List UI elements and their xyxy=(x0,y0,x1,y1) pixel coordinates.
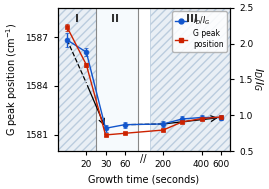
Bar xyxy=(150,8,230,151)
X-axis label: Growth time (seconds): Growth time (seconds) xyxy=(89,175,200,185)
Text: III: III xyxy=(186,14,198,24)
Bar xyxy=(150,8,230,151)
Bar xyxy=(58,8,96,151)
Text: //: // xyxy=(140,154,146,164)
Bar xyxy=(96,8,138,151)
Bar xyxy=(58,8,96,151)
Text: II: II xyxy=(111,14,119,24)
Y-axis label: $I_D/I_G$: $I_D/I_G$ xyxy=(251,67,265,92)
Legend: $I_D/I_G$, G peak
position: $I_D/I_G$, G peak position xyxy=(172,12,226,52)
Y-axis label: G peak position (cm$^{-1}$): G peak position (cm$^{-1}$) xyxy=(4,23,20,136)
Text: I: I xyxy=(75,14,79,24)
